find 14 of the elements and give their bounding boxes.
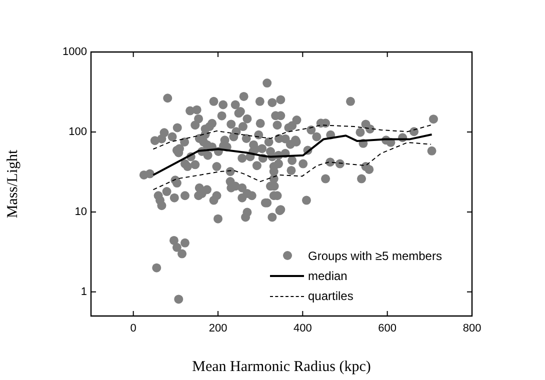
x-axis-title: Mean Harmonic Radius (kpc) [192,358,371,375]
y-axis-title: Mass/Light [4,149,21,218]
x-tick-label: 600 [378,322,397,335]
x-tick-label: 400 [293,322,312,335]
legend-label: Groups with ≥5 members [308,248,442,265]
y-tick-label: 1000 [62,46,87,58]
y-tick-label: 100 [68,126,87,138]
y-tick-label: 10 [74,206,87,218]
legend-label: median [308,268,348,285]
x-tick-label: 0 [130,322,136,335]
x-tick-label: 800 [462,322,482,335]
legend-label: quartiles [308,288,354,305]
y-tick-label: 1 [80,286,87,298]
x-tick-label: 200 [208,322,228,335]
